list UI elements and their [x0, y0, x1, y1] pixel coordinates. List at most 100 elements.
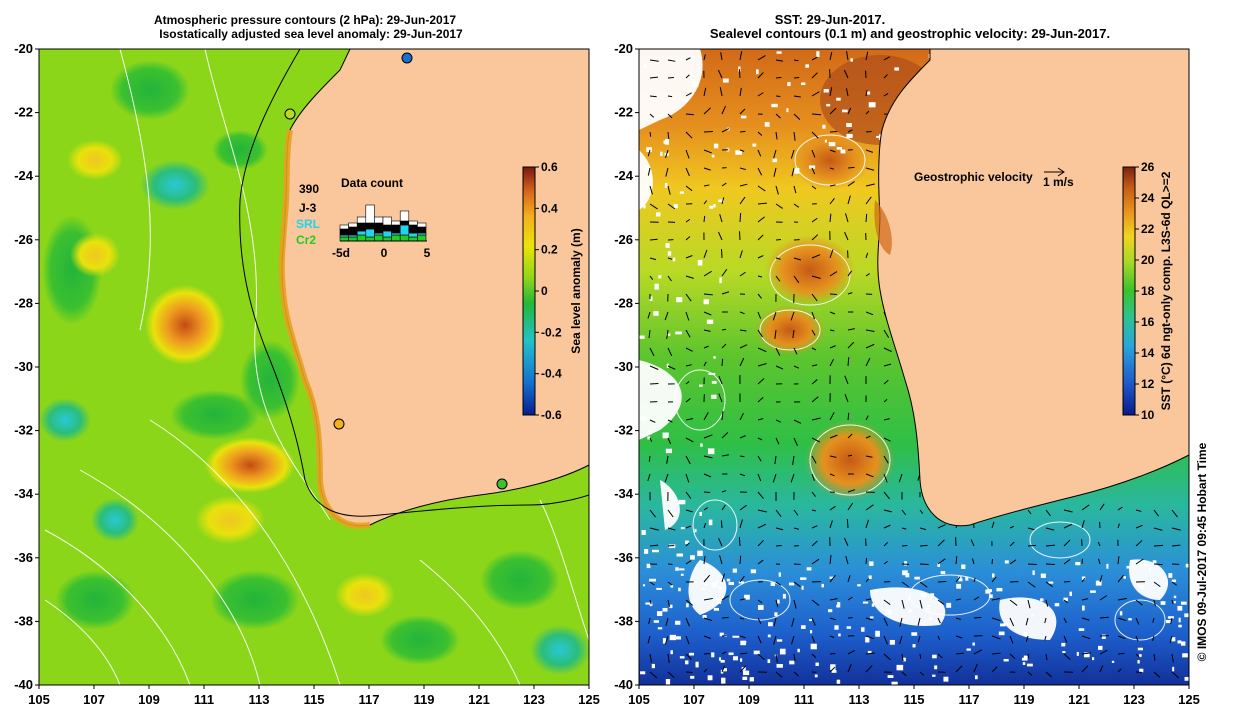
data-count-bar-segment	[382, 236, 392, 242]
colorbar-tick: -0.2	[541, 325, 562, 339]
data-count-bars	[339, 204, 427, 242]
data-count-bar-segment	[399, 234, 410, 242]
data-count-bar-segment	[374, 222, 384, 234]
y-tick-label: -20	[614, 41, 633, 56]
y-tick-label: -36	[614, 550, 633, 565]
colorbar-tick: 18	[1141, 284, 1155, 298]
data-count-bar-segment	[399, 210, 410, 222]
data-count-bar-segment	[356, 234, 367, 242]
colorbar-tick: 16	[1141, 315, 1155, 329]
data-count-bar-segment	[408, 232, 418, 238]
data-count-bar-segment	[382, 224, 392, 232]
y-tick-label: -32	[14, 423, 33, 438]
data-count-bar-segment	[365, 236, 375, 242]
x-tick-label: 107	[683, 692, 705, 707]
data-count-bar-segment	[417, 234, 427, 242]
x-tick-label: 111	[794, 692, 814, 707]
data-count-bar-segment	[365, 228, 375, 238]
x-tick-label: 125	[1178, 692, 1200, 707]
velocity-legend: Geostrophic velocity 1 m/s	[914, 167, 1074, 189]
x-tick-label: 125	[578, 692, 600, 707]
y-tick-label: -22	[614, 105, 633, 120]
data-count-bar-segment	[356, 222, 367, 232]
colorbar-tick: 20	[1141, 253, 1155, 267]
data-count-bar-segment	[399, 224, 410, 236]
data-count-bar-segment	[374, 216, 384, 224]
x-tick-label: 121	[468, 692, 490, 707]
legend-j3: J-3	[299, 201, 317, 215]
x-tick-label: 115	[304, 692, 325, 707]
data-count-bar-segment	[348, 222, 358, 228]
colorbar-tick: 22	[1141, 222, 1155, 236]
x-tick-label: 105	[28, 692, 50, 707]
y-tick-label: -24	[614, 168, 634, 183]
y-tick-label: -20	[14, 41, 33, 56]
x-tick-label: 105	[628, 692, 650, 707]
colorbar-tick: 12	[1141, 377, 1155, 391]
tide-gauge-marker[interactable]	[401, 52, 413, 64]
y-tick-label: -40	[14, 677, 33, 692]
x-tick-label: 117	[959, 692, 980, 707]
sla-colorbar-label: Sea level anomaly (m)	[569, 228, 583, 353]
data-count-bar-segment	[408, 220, 418, 226]
colorbar-tick: 0.4	[541, 201, 558, 215]
y-tick-label: -24	[14, 168, 34, 183]
data-count-bar-segment	[391, 232, 401, 236]
data-count-bar-segment	[417, 222, 427, 228]
y-tick-label: -28	[614, 295, 633, 310]
legend-cr2: Cr2	[296, 233, 316, 247]
data-count-bar-segment	[339, 224, 349, 230]
x-tick-label: 119	[414, 692, 435, 707]
x-tick-label: 115	[904, 692, 925, 707]
sst-colorbar: 26 24 22 20 18 16 14 12 10 SST (°C) 6d ngt-only …	[1122, 160, 1173, 422]
data-count-bar-segment	[339, 236, 349, 242]
x-tick-label: 123	[1123, 692, 1145, 707]
sla-colorbar: 0.6 0.4 0.2 0 -0.2 -0.4 -0.6 Sea level anomaly…	[522, 160, 583, 422]
x-tick-label: 109	[738, 692, 760, 707]
colorbar-tick: -0.4	[541, 367, 562, 381]
y-tick-label: -30	[14, 359, 33, 374]
data-count-bar-segment	[408, 224, 418, 234]
dc-xtick: -5d	[332, 246, 350, 260]
data-count-bar-segment	[339, 228, 349, 236]
data-count-bar-segment	[356, 216, 367, 224]
tide-gauge-marker[interactable]	[496, 478, 508, 490]
y-tick-label: -26	[614, 232, 633, 247]
tide-gauge-marker[interactable]	[284, 108, 296, 120]
y-tick-label: -36	[14, 550, 33, 565]
y-tick-label: -34	[614, 486, 634, 501]
x-tick-label: 121	[1068, 692, 1090, 707]
data-count-bar-segment	[374, 232, 384, 236]
right-map-panel: SST: 29-Jun-2017. Sealevel contours (0.1…	[614, 12, 1209, 707]
velocity-legend-label: Geostrophic velocity	[914, 170, 1033, 184]
data-count-bar-segment	[417, 232, 427, 236]
right-y-axis: -20 -22 -24 -26 -28 -30 -32 -34 -36 -38 -40	[614, 41, 639, 692]
colorbar-tick: 24	[1141, 191, 1155, 205]
data-count-bar-segment	[348, 234, 358, 238]
colorbar-tick: -0.6	[541, 408, 562, 422]
data-count-bar-segment	[356, 230, 367, 236]
colorbar-tick: 0.6	[541, 160, 558, 174]
x-tick-label: 111	[194, 692, 214, 707]
colorbar-tick: 26	[1141, 160, 1155, 174]
colorbar-tick: 0.2	[541, 243, 558, 257]
credit-text: © IMOS 09-Jul-2017 09:45 Hobart Time	[1195, 442, 1209, 661]
data-count-total: 390	[299, 182, 319, 196]
data-count-bar-segment	[365, 222, 375, 230]
left-x-axis: 105 107 109 111 113 115 117 119 121 123 125	[28, 685, 600, 707]
x-tick-label: 109	[138, 692, 160, 707]
data-count-bar-segment	[391, 224, 401, 234]
x-tick-label: 117	[359, 692, 380, 707]
tide-gauge-marker[interactable]	[333, 418, 345, 430]
right-x-axis: 105 107 109 111 113 115 117 119 121 123 125	[628, 685, 1200, 707]
y-tick-label: -38	[14, 613, 33, 628]
x-tick-label: 113	[249, 692, 270, 707]
data-count-bar-segment	[417, 226, 427, 234]
legend-srl: SRL	[296, 217, 320, 231]
y-tick-label: -30	[614, 359, 633, 374]
data-count-bar-segment	[348, 236, 358, 242]
x-tick-label: 119	[1014, 692, 1035, 707]
velocity-scale-label: 1 m/s	[1043, 175, 1074, 189]
data-count-title: Data count	[341, 176, 403, 190]
